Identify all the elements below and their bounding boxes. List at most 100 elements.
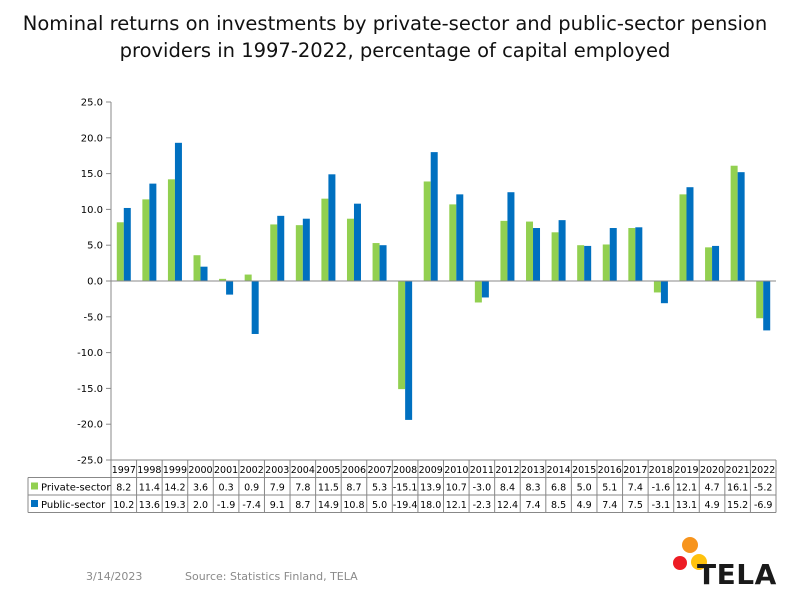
category-label-2003: 2003	[265, 465, 289, 476]
data-label-public-2020: 4.9	[705, 500, 720, 511]
bar-public-2004	[302, 218, 310, 281]
logo-dot-yellow	[691, 554, 707, 570]
category-label-2002: 2002	[240, 465, 264, 476]
data-label-public-2018: -3.1	[652, 500, 671, 511]
data-label-private-1998: 11.4	[139, 483, 160, 494]
category-label-2011: 2011	[470, 465, 494, 476]
bar-private-2015	[577, 245, 585, 281]
data-label-private-2019: 12.1	[676, 483, 697, 494]
data-label-private-2016: 5.1	[602, 483, 617, 494]
data-label-private-2010: 10.7	[446, 483, 467, 494]
category-label-2019: 2019	[674, 465, 698, 476]
data-label-public-2014: 8.5	[551, 500, 566, 511]
data-label-public-2012: 12.4	[497, 500, 518, 511]
bar-private-2016	[602, 244, 610, 281]
category-label-2004: 2004	[291, 465, 315, 476]
bar-private-2019	[679, 194, 687, 281]
bar-public-2019	[686, 187, 694, 281]
bar-public-2007	[379, 245, 387, 281]
bar-private-2010	[449, 204, 457, 281]
bar-public-2010	[456, 194, 464, 281]
bar-public-2002	[251, 281, 259, 334]
data-label-public-2008: -19.4	[393, 500, 418, 511]
bar-public-2016	[609, 228, 617, 281]
bar-private-2005	[321, 198, 329, 281]
data-label-public-2016: 7.4	[602, 500, 617, 511]
data-label-private-2008: -15.1	[393, 483, 418, 494]
category-label-2018: 2018	[649, 465, 673, 476]
bar-public-2001	[226, 281, 234, 295]
data-label-private-2007: 5.3	[372, 483, 387, 494]
bar-private-2003	[270, 224, 278, 281]
bar-private-2002	[244, 274, 252, 281]
legend-swatch-private	[31, 482, 38, 490]
category-label-2005: 2005	[316, 465, 340, 476]
bar-private-2000	[193, 255, 201, 281]
logo-dot-red	[673, 556, 687, 570]
chart-title: Nominal returns on investments by privat…	[0, 10, 790, 64]
data-label-public-2017: 7.5	[628, 500, 643, 511]
y-tick-label: -25.0	[77, 456, 103, 467]
chart-title-line-1: Nominal returns on investments by privat…	[22, 12, 768, 35]
data-label-private-2012: 8.4	[500, 483, 515, 494]
data-label-private-1997: 8.2	[116, 483, 131, 494]
footer-source: Source: Statistics Finland, TELA	[185, 570, 358, 583]
data-label-public-2013: 7.4	[525, 500, 540, 511]
data-label-public-1999: 19.3	[164, 500, 185, 511]
data-label-public-2010: 12.1	[446, 500, 467, 511]
bar-public-2021	[737, 172, 745, 281]
bar-public-2009	[430, 152, 438, 281]
data-label-private-2003: 7.9	[270, 483, 285, 494]
legend-swatch-public	[31, 500, 38, 507]
data-label-private-2006: 8.7	[346, 483, 361, 494]
data-label-public-2001: -1.9	[217, 500, 236, 511]
data-label-public-2021: 15.2	[727, 500, 748, 511]
data-label-private-2004: 7.8	[295, 483, 310, 494]
data-label-private-1999: 14.2	[164, 483, 185, 494]
bar-public-1997	[123, 207, 131, 281]
bar-private-1997	[116, 222, 124, 281]
bar-private-2004	[295, 225, 303, 281]
category-label-2012: 2012	[495, 465, 519, 476]
category-label-2017: 2017	[623, 465, 647, 476]
data-label-private-2015: 5.0	[577, 483, 592, 494]
y-tick-label: -20.0	[77, 420, 103, 431]
bar-public-2011	[481, 281, 489, 298]
category-label-2014: 2014	[547, 465, 571, 476]
category-label-2006: 2006	[342, 465, 366, 476]
category-label-2000: 2000	[188, 465, 212, 476]
logo-text: TELA	[697, 558, 777, 591]
bar-private-2014	[551, 232, 559, 281]
bar-private-2022	[756, 281, 764, 319]
bar-public-2005	[328, 174, 336, 281]
data-label-private-2009: 13.9	[420, 483, 441, 494]
y-tick-label: 20.0	[81, 133, 103, 144]
data-label-public-2005: 14.9	[318, 500, 339, 511]
tela-logo	[673, 537, 707, 570]
bar-public-1999	[174, 142, 182, 281]
data-label-private-2000: 3.6	[193, 483, 208, 494]
data-label-private-2020: 4.7	[705, 483, 720, 494]
bar-private-2008	[398, 281, 406, 390]
legend-label-public: Public-sector	[41, 500, 106, 511]
bar-public-2003	[277, 215, 285, 281]
chart-title-line-2: providers in 1997-2022, percentage of ca…	[119, 39, 671, 62]
category-label-2009: 2009	[419, 465, 443, 476]
bar-private-1999	[167, 179, 175, 281]
data-label-public-2009: 18.0	[420, 500, 441, 511]
bar-public-1998	[149, 183, 157, 281]
bar-private-1998	[142, 199, 150, 281]
data-label-private-2002: 0.9	[244, 483, 259, 494]
y-tick-label: 5.0	[87, 241, 103, 252]
footer-date: 3/14/2023	[86, 570, 143, 583]
data-label-private-2018: -1.6	[652, 483, 671, 494]
data-label-public-1997: 10.2	[113, 500, 134, 511]
bar-public-2013	[533, 228, 541, 281]
bar-private-2011	[474, 281, 482, 303]
category-label-1997: 1997	[112, 465, 136, 476]
data-label-public-2000: 2.0	[193, 500, 208, 511]
data-label-private-2013: 8.3	[525, 483, 540, 494]
data-label-private-2022: -5.2	[754, 483, 773, 494]
category-label-1999: 1999	[163, 465, 187, 476]
